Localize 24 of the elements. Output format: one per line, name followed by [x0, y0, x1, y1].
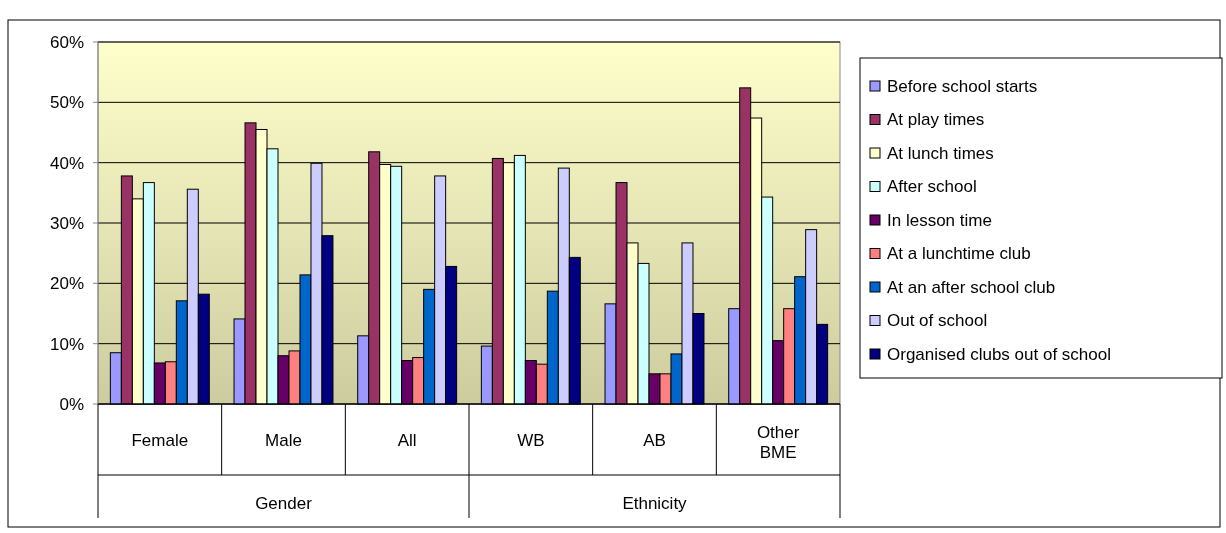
- legend-label: At a lunchtime club: [887, 244, 1031, 264]
- legend-label: In lesson time: [887, 210, 992, 230]
- y-tick-label: 50%: [49, 93, 84, 113]
- legend-label: Before school starts: [887, 76, 1038, 96]
- legend-label: Organised clubs out of school: [887, 344, 1111, 364]
- x-tick-label: WB: [517, 430, 545, 450]
- x-tick-label: Female: [131, 430, 189, 450]
- y-tick-label: 0%: [59, 394, 84, 414]
- y-tick-label: 40%: [49, 153, 84, 173]
- legend-label: At play times: [887, 110, 985, 130]
- y-tick-label: 20%: [49, 274, 84, 294]
- x-tick-label: Male: [265, 430, 302, 450]
- x-tick-label: AB: [643, 430, 666, 450]
- legend-label: At lunch times: [887, 143, 994, 163]
- x-tick-label: All: [397, 430, 417, 450]
- legend-label: After school: [887, 177, 977, 197]
- text: Ethnicity: [622, 493, 688, 513]
- y-tick-label: 30%: [49, 213, 84, 233]
- x-tick-label: Other BME: [756, 422, 800, 463]
- y-tick-label: 10%: [49, 334, 84, 354]
- text: Gender: [255, 493, 313, 513]
- legend-label: At an after school club: [887, 277, 1056, 297]
- legend-label: Out of school: [887, 311, 988, 331]
- y-tick-label: 60%: [49, 32, 84, 52]
